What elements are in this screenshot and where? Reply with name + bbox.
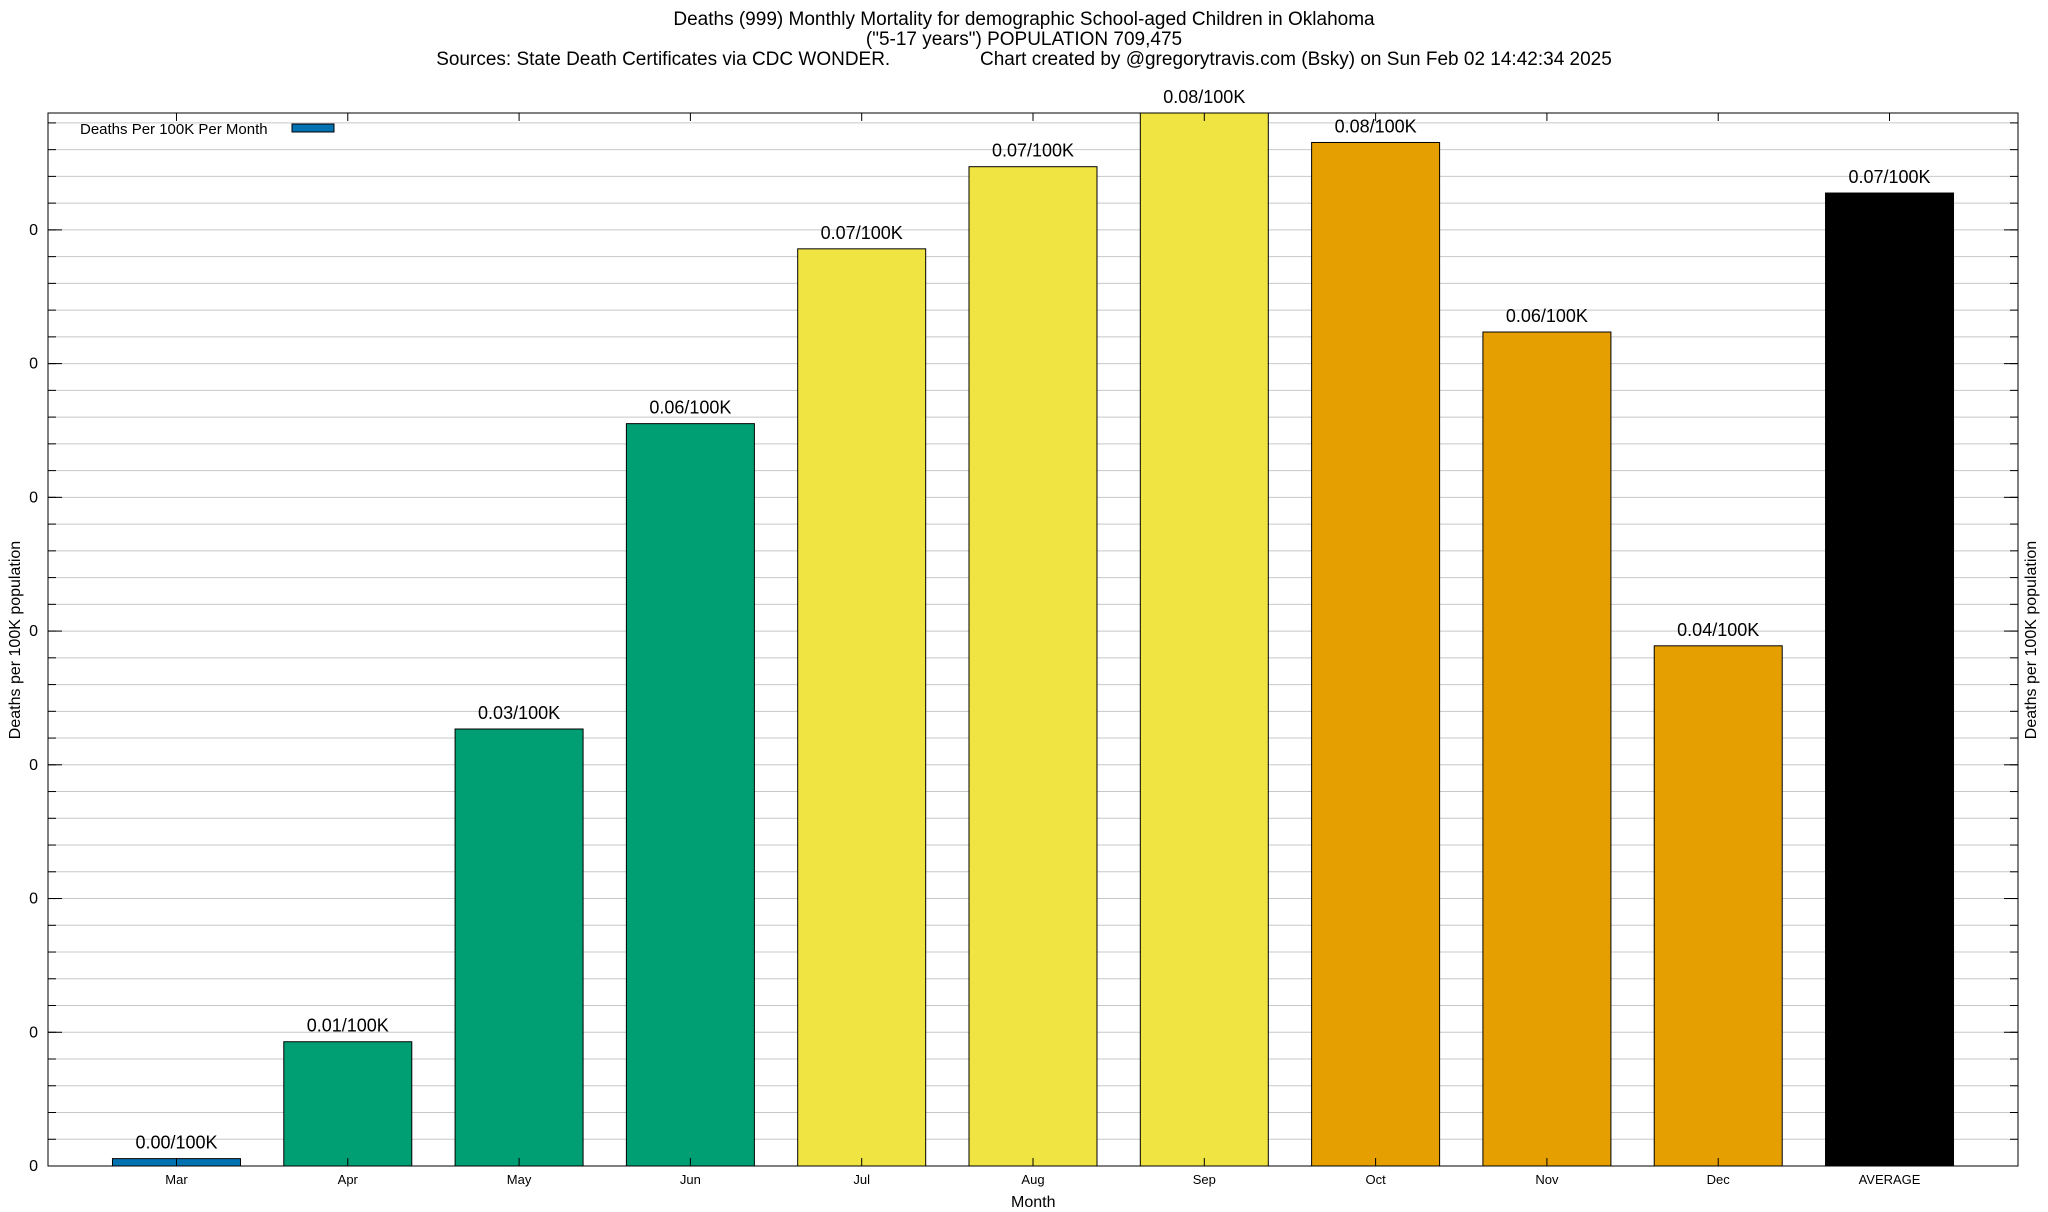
y-tick-label: 0 <box>29 757 38 774</box>
bar-value-label: 0.06/100K <box>649 398 731 418</box>
y-tick-label: 0 <box>29 891 38 908</box>
x-tick-label: Oct <box>1365 1172 1386 1187</box>
title-block: Deaths (999) Monthly Mortality for demog… <box>0 10 2048 70</box>
x-tick-label: Sep <box>1193 1172 1216 1187</box>
bar <box>1311 141 1441 1167</box>
bar <box>797 248 927 1167</box>
bar-value-label: 0.03/100K <box>478 703 560 723</box>
x-tick-label: Aug <box>1021 1172 1044 1187</box>
bar <box>283 1041 413 1167</box>
x-tick-label: AVERAGE <box>1859 1172 1921 1187</box>
y-axis-label-right: Deaths per 100K population <box>2023 540 2041 739</box>
chart-credit: Chart created by @gregorytravis.com (Bsk… <box>979 49 1612 70</box>
bar-value-label: 0.01/100K <box>307 1016 389 1036</box>
legend-swatch <box>291 123 335 133</box>
bar-value-label: 0.07/100K <box>821 223 903 243</box>
x-tick-label: Jul <box>853 1172 870 1187</box>
x-tick-label: May <box>507 1172 532 1187</box>
y-tick-label: 0 <box>29 623 38 640</box>
bar <box>454 728 584 1167</box>
y-axis-label-left: Deaths per 100K population <box>7 540 25 739</box>
x-tick-label: Mar <box>165 1172 188 1187</box>
title-spacer <box>890 49 980 70</box>
x-tick-label: Apr <box>338 1172 359 1187</box>
bar <box>1653 645 1783 1167</box>
bar <box>1482 331 1612 1167</box>
legend-label: Deaths Per 100K Per Month <box>80 121 268 138</box>
chart-title: Deaths (999) Monthly Mortality for demog… <box>673 9 1375 30</box>
plot-border <box>47 112 2019 1167</box>
bar-value-label: 0.07/100K <box>992 141 1074 161</box>
bar-value-label: 0.06/100K <box>1506 306 1588 326</box>
chart-sources-line: Sources: State Death Certificates via CD… <box>0 50 2048 70</box>
bar <box>625 423 755 1167</box>
x-tick-label: Nov <box>1535 1172 1559 1187</box>
bar <box>968 166 1098 1167</box>
y-tick-label: 0 <box>29 1158 38 1175</box>
y-tick-label: 0 <box>29 222 38 239</box>
x-tick-label: Dec <box>1707 1172 1731 1187</box>
y-tick-label: 0 <box>29 1024 38 1041</box>
y-tick-label: 0 <box>29 489 38 506</box>
chart-subtitle: ("5-17 years") POPULATION 709,475 <box>865 29 1183 50</box>
bar-value-label: 0.08/100K <box>1335 116 1417 136</box>
chart-sources: Sources: State Death Certificates via CD… <box>436 49 891 70</box>
y-tick-label: 0 <box>29 356 38 373</box>
bar-value-label: 0.07/100K <box>1848 167 1930 187</box>
bar-value-label: 0.04/100K <box>1677 620 1759 640</box>
bar-value-label: 0.00/100K <box>135 1133 217 1153</box>
bar <box>1825 192 1955 1167</box>
bar <box>1139 112 1269 1167</box>
bar-value-label: 0.08/100K <box>1163 87 1245 107</box>
x-axis-label: Month <box>1011 1194 1056 1211</box>
x-tick-label: Jun <box>680 1172 701 1187</box>
